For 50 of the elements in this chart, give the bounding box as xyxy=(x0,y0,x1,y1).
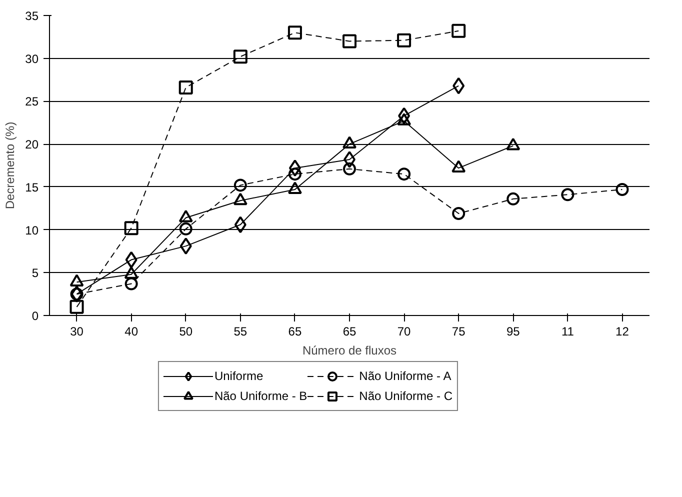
point xyxy=(124,277,138,290)
point xyxy=(124,221,138,236)
y-tick-label: 0 xyxy=(32,309,39,323)
point xyxy=(616,183,629,196)
point xyxy=(179,222,192,236)
x-axis-title: Número de fluxos xyxy=(302,344,397,358)
point xyxy=(506,192,520,206)
x-tick-label: 30 xyxy=(70,324,84,338)
point xyxy=(452,207,466,220)
x-tick-label: 12 xyxy=(616,324,630,338)
x-tick-label: 65 xyxy=(288,324,302,338)
y-tick-label: 15 xyxy=(25,180,39,194)
point xyxy=(343,162,356,176)
point xyxy=(344,151,356,168)
legend-label: Uniforme xyxy=(214,369,264,383)
point xyxy=(234,178,247,192)
y-tick-label: 30 xyxy=(25,52,39,66)
point xyxy=(288,26,302,40)
legend-label: Não Uniforme - A xyxy=(359,369,452,383)
x-tick-label: 11 xyxy=(561,324,574,338)
point xyxy=(398,107,410,124)
point xyxy=(178,80,193,94)
point xyxy=(70,300,84,314)
x-tick-label: 40 xyxy=(124,324,138,338)
point xyxy=(125,251,138,268)
point xyxy=(397,33,412,48)
point xyxy=(288,168,302,181)
legend-label: Não Uniforme - C xyxy=(359,389,453,403)
point xyxy=(342,34,356,48)
point xyxy=(288,160,301,177)
y-tick-label: 25 xyxy=(25,94,39,109)
point xyxy=(561,188,574,202)
y-tick-label: 5 xyxy=(32,266,39,280)
point xyxy=(452,24,466,38)
point xyxy=(180,238,192,255)
x-tick-label: 75 xyxy=(452,324,466,338)
point xyxy=(398,168,411,181)
point xyxy=(234,216,246,234)
point xyxy=(233,50,248,64)
legend-label: Não Uniforme - B xyxy=(214,389,308,403)
point xyxy=(452,77,465,94)
y-tick-label: 20 xyxy=(25,138,39,152)
x-tick-label: 95 xyxy=(506,324,520,338)
x-tick-label: 70 xyxy=(397,324,412,338)
x-tick-label: 55 xyxy=(234,324,248,338)
x-tick-label: 65 xyxy=(342,324,356,338)
y-tick-label: 35 xyxy=(25,9,39,23)
y-tick-label: 10 xyxy=(25,223,39,238)
x-tick-label: 50 xyxy=(179,324,193,338)
y-axis-title: Decremento (%) xyxy=(3,122,18,210)
